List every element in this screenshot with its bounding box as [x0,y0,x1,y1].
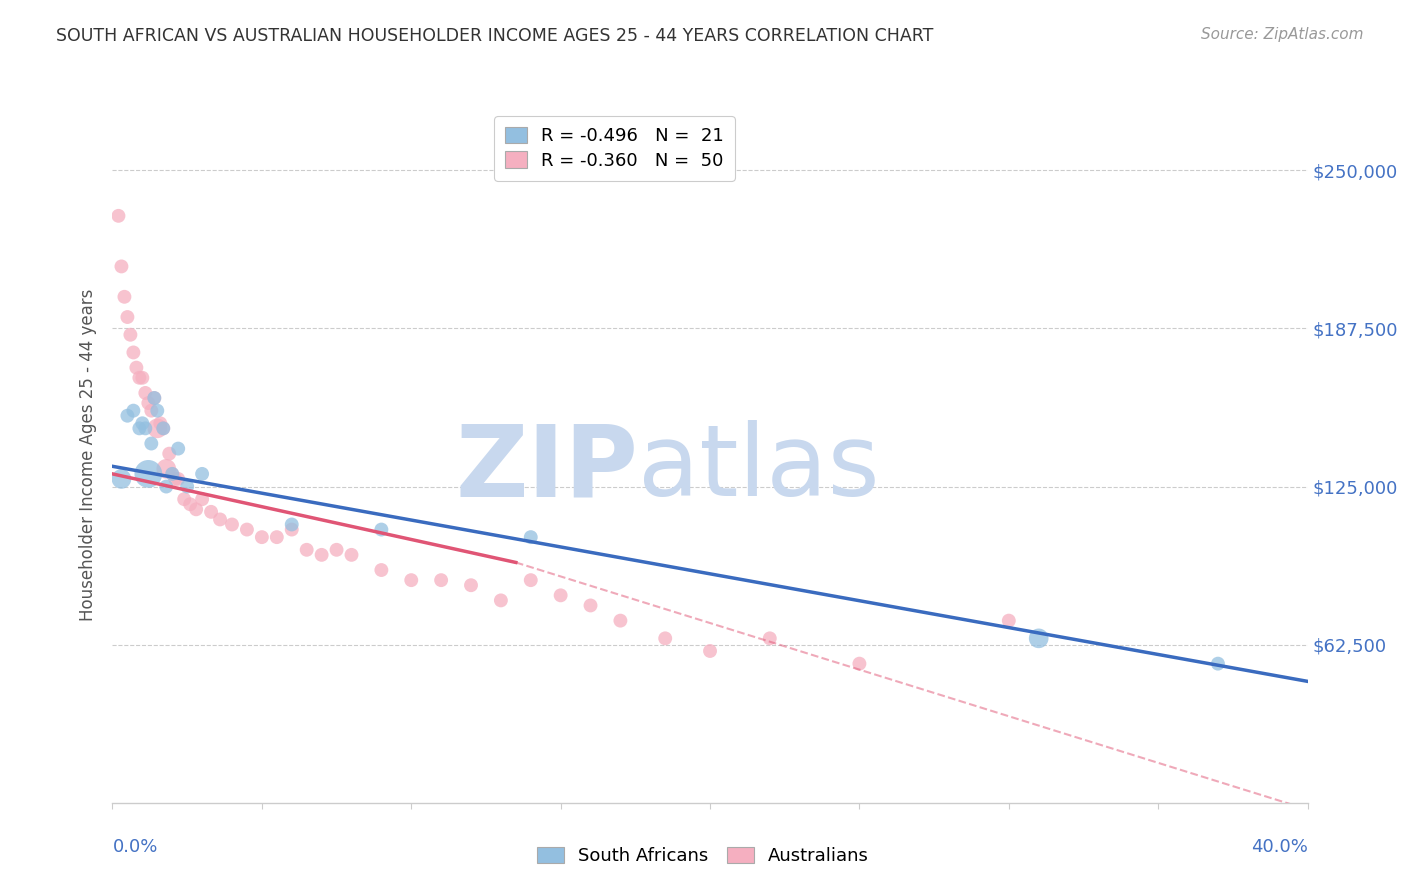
Point [281,523,304,537]
Point [155,479,177,493]
Point [138,396,160,410]
Point [134,421,156,435]
Point [208,512,231,526]
Point [125,360,148,375]
Point [325,542,347,557]
Point [848,657,870,671]
Point [152,421,174,435]
Point [759,632,782,646]
Text: ZIP: ZIP [456,420,638,517]
Point [221,517,243,532]
Point [236,523,259,537]
Point [117,310,139,324]
Point [266,530,288,544]
Point [134,386,156,401]
Point [179,497,201,511]
Point [609,614,631,628]
Point [167,442,190,456]
Point [152,421,174,435]
Point [186,502,208,516]
Point [155,462,177,476]
Point [146,421,169,435]
Point [173,492,195,507]
Y-axis label: Householder Income Ages 25 - 44 years: Householder Income Ages 25 - 44 years [79,289,97,621]
Text: 40.0%: 40.0% [1251,838,1308,856]
Point [143,391,166,405]
Point [998,614,1021,628]
Point [430,573,453,587]
Point [122,345,145,359]
Point [191,467,214,481]
Text: atlas: atlas [638,420,880,517]
Point [165,472,187,486]
Legend: South Africans, Australians: South Africans, Australians [527,838,879,874]
Text: Source: ZipAtlas.com: Source: ZipAtlas.com [1201,27,1364,42]
Point [295,542,318,557]
Legend: R = -0.496   N =  21, R = -0.360   N =  50: R = -0.496 N = 21, R = -0.360 N = 50 [494,116,735,180]
Point [401,573,423,587]
Point [1206,657,1229,671]
Point [699,644,721,658]
Point [340,548,363,562]
Point [141,403,163,417]
Point [149,417,172,431]
Point [579,599,602,613]
Point [489,593,512,607]
Text: 0.0%: 0.0% [112,838,157,856]
Point [128,421,150,435]
Point [250,530,273,544]
Text: SOUTH AFRICAN VS AUSTRALIAN HOUSEHOLDER INCOME AGES 25 - 44 YEARS CORRELATION CH: SOUTH AFRICAN VS AUSTRALIAN HOUSEHOLDER … [56,27,934,45]
Point [110,472,132,486]
Point [157,447,180,461]
Point [550,588,572,602]
Point [146,403,169,417]
Point [131,417,153,431]
Point [520,573,543,587]
Point [281,517,304,532]
Point [128,370,150,384]
Point [117,409,139,423]
Point [162,467,183,481]
Point [138,467,160,481]
Point [176,479,198,493]
Point [370,523,392,537]
Point [520,530,543,544]
Point [114,290,135,304]
Point [460,578,482,592]
Point [1028,632,1050,646]
Point [143,391,166,405]
Point [122,403,145,417]
Point [141,436,163,450]
Point [370,563,392,577]
Point [654,632,676,646]
Point [311,548,333,562]
Point [131,370,153,384]
Point [200,505,222,519]
Point [120,327,142,342]
Point [191,492,214,507]
Point [162,467,183,481]
Point [107,209,129,223]
Point [167,472,190,486]
Point [110,260,132,274]
